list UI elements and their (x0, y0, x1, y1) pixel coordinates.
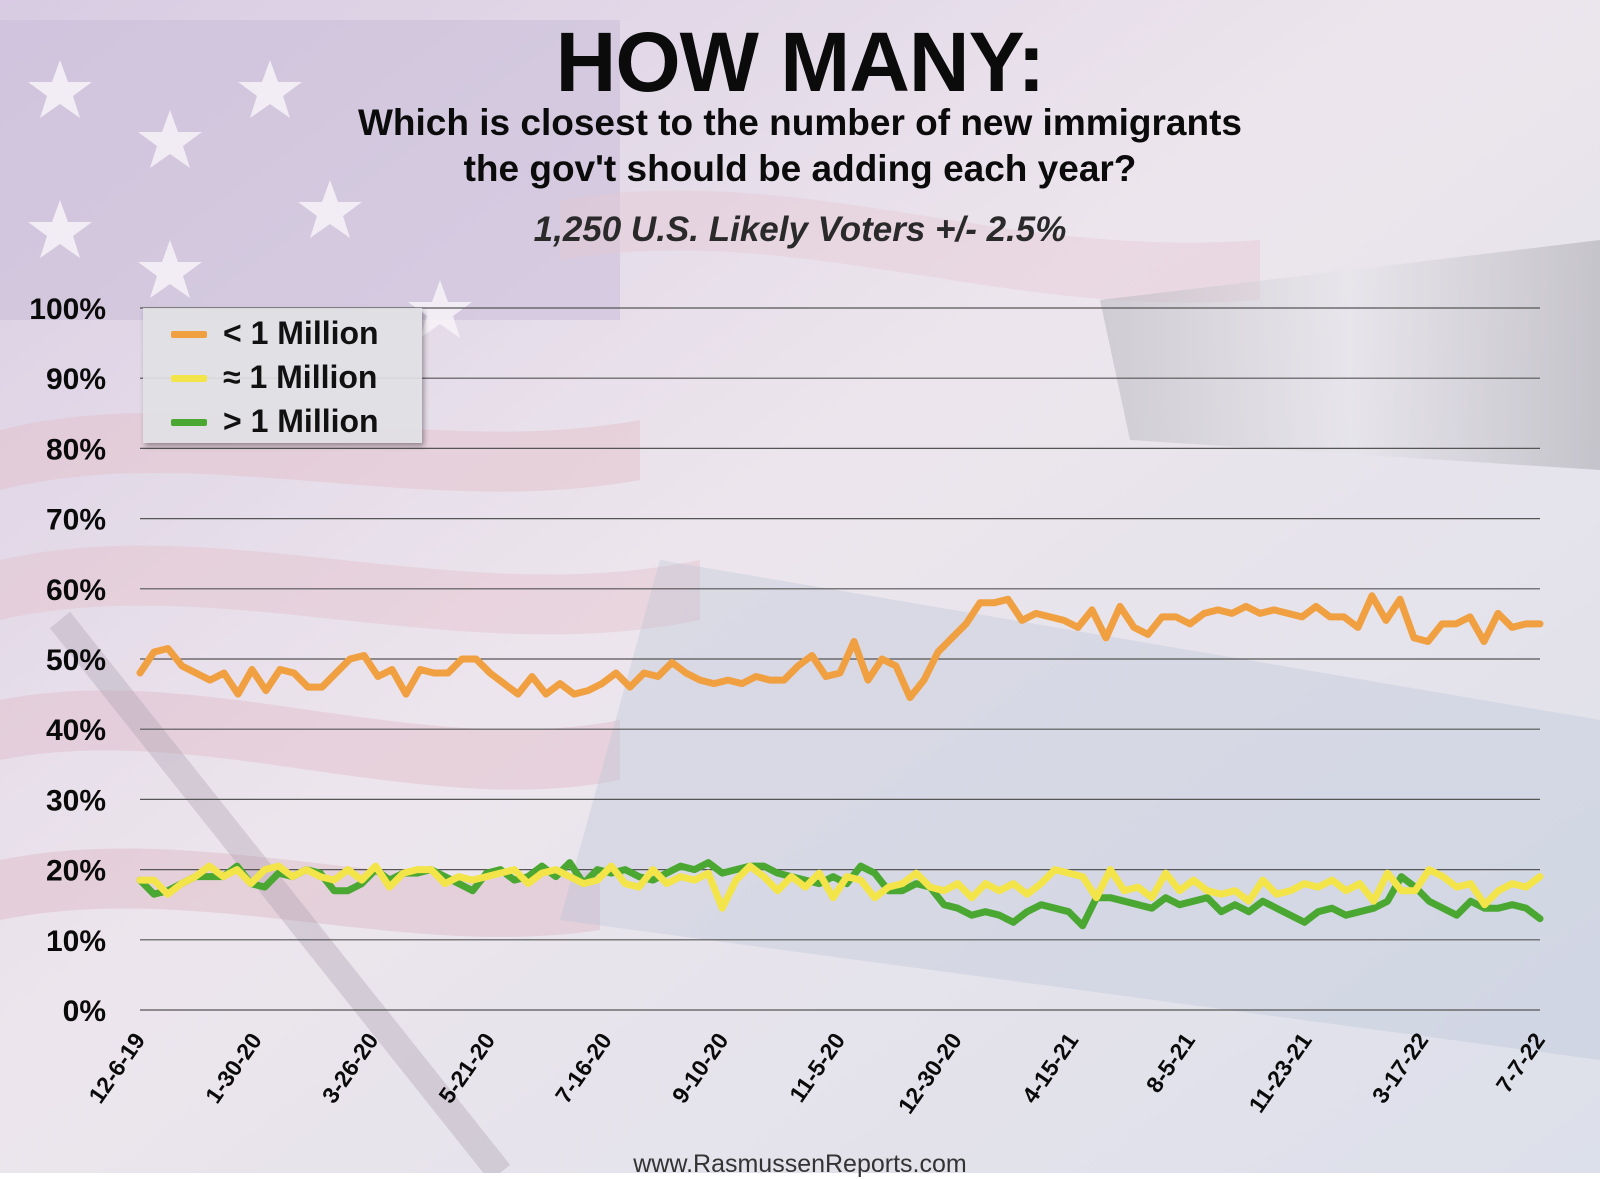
x-tick-label: 7-7-22 (1491, 1028, 1550, 1097)
legend-label: ≈ 1 Million (223, 359, 378, 395)
legend-item-less-than-1-million: < 1 Million (143, 314, 422, 356)
x-tick-label: 4-15-21 (1017, 1028, 1084, 1108)
y-tick-label: 30% (46, 784, 106, 817)
source-credit: www.RasmussenReports.com (633, 1150, 967, 1178)
x-tick-label: 8-5-21 (1141, 1028, 1201, 1098)
gridlines (140, 307, 1540, 1011)
legend-item-more-than-1-million: > 1 Million (143, 402, 422, 444)
x-tick-label: 5-21-20 (433, 1028, 500, 1108)
legend-swatch-green (171, 419, 207, 426)
chart-subtitle-line-1: Which is closest to the number of new im… (357, 102, 1242, 143)
x-tick-label: 12-30-20 (893, 1028, 967, 1118)
y-tick-label: 50% (46, 644, 106, 677)
legend-swatch-yellow (171, 375, 207, 382)
legend-swatch-orange (171, 331, 207, 338)
chart-subtitle-line-2: the gov't should be adding each year? (463, 148, 1137, 189)
sample-size-note: 1,250 U.S. Likely Voters +/- 2.5% (533, 210, 1067, 249)
y-tick-label: 60% (46, 574, 106, 607)
series-lines (136, 592, 1544, 930)
y-tick-label: 20% (46, 855, 106, 888)
legend-label: < 1 Million (223, 315, 379, 351)
y-axis-ticks: 0% 10% 20% 30% 40% 50% 60% 70% 80% 90% 100% (29, 293, 106, 1028)
y-tick-label: 10% (46, 925, 106, 958)
y-tick-label: 0% (63, 995, 106, 1028)
y-tick-label: 70% (46, 504, 106, 537)
x-tick-label: 11-5-20 (784, 1028, 850, 1107)
x-tick-label: 3-26-20 (317, 1028, 384, 1108)
y-tick-label: 90% (46, 363, 106, 396)
x-tick-label: 3-17-22 (1367, 1028, 1434, 1108)
series-line-about-1-million (136, 862, 1544, 912)
y-tick-label: 100% (29, 293, 106, 326)
x-axis-ticks: 12-6-19 1-30-20 3-26-20 5-21-20 7-16-20 9-10-… (83, 1028, 1550, 1119)
x-tick-label: 12-6-19 (83, 1028, 150, 1108)
x-tick-label: 11-23-21 (1243, 1028, 1316, 1117)
y-tick-label: 40% (46, 714, 106, 747)
x-tick-label: 1-30-20 (200, 1028, 267, 1108)
legend: < 1 Million ≈ 1 Million > 1 Million (143, 308, 422, 443)
series-line-less-than-1-million (136, 592, 1544, 702)
x-tick-label: 9-10-20 (667, 1028, 734, 1108)
y-tick-label: 80% (46, 433, 106, 466)
legend-label: > 1 Million (223, 403, 379, 439)
chart-title: HOW MANY: (555, 15, 1046, 109)
x-tick-label: 7-16-20 (550, 1028, 617, 1108)
legend-item-about-1-million: ≈ 1 Million (143, 358, 422, 400)
